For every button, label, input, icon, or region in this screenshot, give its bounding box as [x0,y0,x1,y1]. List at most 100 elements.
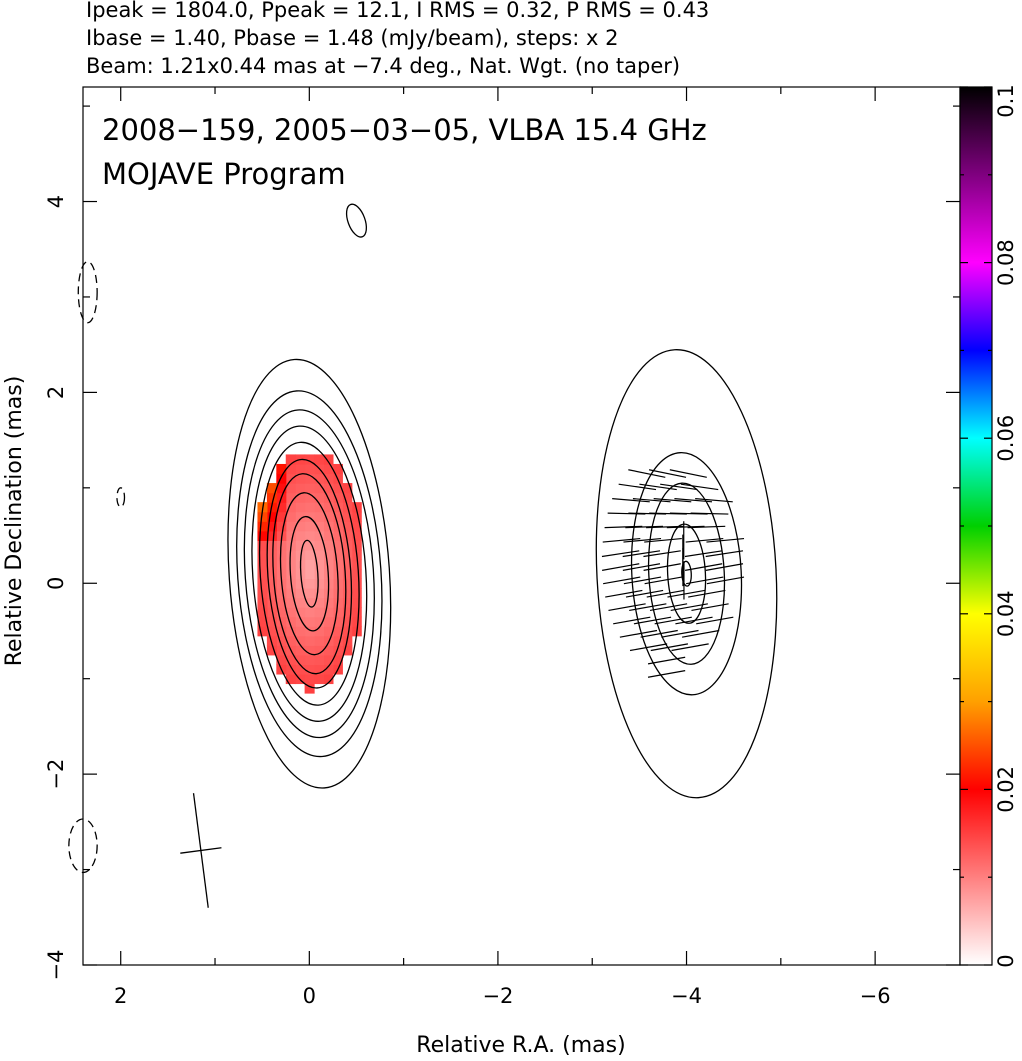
evpa-vector [601,550,640,558]
pol-pixel [332,511,343,522]
pol-pixel [342,578,353,589]
evpa-vector [625,589,664,598]
pol-pixel [304,549,315,561]
pol-pixel [314,673,325,685]
header-line-2: Ibase = 1.40, Pbase = 1.48 (mJy/beam), s… [86,26,618,50]
pol-pixel [295,521,306,532]
evpa-vector [646,525,684,529]
pol-pixel [314,645,325,656]
colorbar-tick-label: 0.06 [994,415,1018,462]
pol-pixel [266,483,277,494]
pol-pixel [266,645,277,656]
pol-pixel [285,521,296,532]
pol-pixel [285,664,296,675]
pol-pixel [285,473,296,484]
plot-frame [82,86,961,966]
pol-pixel [323,549,334,561]
pol-pixel [276,521,287,532]
pol-pixel [285,454,296,465]
pol-pixel [323,673,334,685]
pol-pixel [304,511,315,522]
pol-pixel [314,549,325,561]
x-tick-label: −4 [671,984,702,1008]
pol-pixel [304,540,315,551]
pol-pixel [276,626,287,637]
pol-pixel [323,463,334,475]
pol-pixel [295,502,306,513]
pol-pixel [276,549,287,561]
evpa-vector [605,589,643,598]
evpa-vector [649,603,688,612]
pol-pixel [304,654,315,665]
pol-pixel [342,530,353,541]
pol-pixel [332,645,343,656]
pol-pixel [323,645,334,656]
x-tick-label: −6 [860,984,891,1008]
pol-pixel [276,616,287,627]
core-contour [258,441,360,706]
pol-pixel [266,635,277,646]
evpa-vector [633,616,672,625]
pol-pixel [276,635,287,646]
pol-pixel [342,597,353,608]
core-contour [236,390,383,758]
pol-pixel [285,626,296,637]
pol-pixel [304,588,315,599]
pol-pixel [342,607,353,618]
pol-pixel [257,530,268,541]
pol-pixel [314,578,325,589]
negative-contour [116,487,126,508]
pol-pixel [323,607,334,618]
pol-pixel [314,540,325,551]
pol-pixel [314,521,325,532]
evpa-vector [681,629,720,638]
pol-pixel [351,511,362,522]
beam-layer [180,793,222,908]
beam-minor-axis [180,847,222,854]
pol-pixel [285,635,296,646]
colorbar-tick-label: 0.08 [994,239,1018,286]
y-axis-label: Relative Declination (mas) [2,376,27,667]
pol-pixel [285,597,296,608]
pol-pixel [332,654,343,665]
core-contour [279,492,339,656]
pol-pixel [257,559,268,570]
pol-pixel [304,492,315,503]
pol-pixel [295,597,306,608]
evpa-vector [619,629,658,638]
evpa-vector [671,643,709,652]
pol-pixel [285,616,296,627]
pol-pixel [276,511,287,522]
evpa-vector [608,603,646,612]
pol-pixel [276,607,287,618]
pol-pixel [257,626,268,637]
pol-pixel [351,616,362,627]
pol-pixel [295,664,306,675]
pol-pixel [285,502,296,513]
pol-pixel [314,511,325,522]
pol-pixel [304,502,315,513]
core-contour [272,473,347,675]
pol-pixel [323,454,334,465]
pol-pixel [332,502,343,513]
pol-pixel [285,559,296,570]
evpa-vector [622,563,661,571]
evpa-vector [705,563,744,571]
pol-pixel [304,616,315,627]
pol-pixel [266,588,277,599]
pol-pixel [285,654,296,665]
pol-pixel [285,588,296,599]
pol-pixel [266,597,277,608]
pol-pixel [323,511,334,522]
pol-pixel [295,654,306,665]
pol-pixel [285,483,296,494]
pol-pixel [323,502,334,513]
map-subtitle: MOJAVE Program [102,157,346,191]
pol-pixel [323,626,334,637]
y-tick-label: −4 [44,950,68,981]
pol-pixel [295,483,306,494]
pol-pixel [285,492,296,503]
pol-pixel [314,568,325,580]
evpa-vector [644,576,682,585]
pol-pixel [304,559,315,570]
